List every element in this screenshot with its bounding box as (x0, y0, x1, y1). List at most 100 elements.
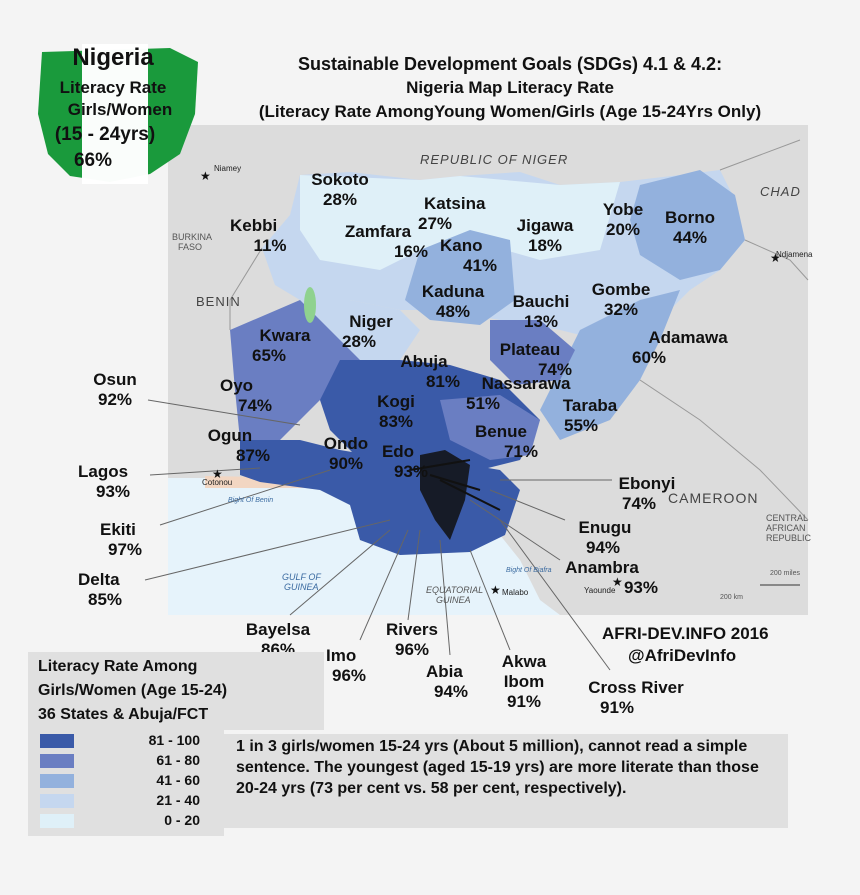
state-enugu: Enugu 94% (578, 518, 632, 557)
svg-text:★: ★ (490, 583, 501, 597)
legend-label: 0 - 20 (164, 812, 200, 828)
label-bight-benin: Bight Of Benin (228, 497, 274, 504)
state-imo: Imo 96% (326, 646, 367, 685)
state-plateau: Plateau 74% (499, 340, 572, 379)
borders (229, 139, 809, 521)
label-gulf2: GUINEA (284, 582, 319, 592)
state-ekiti: Ekiti 97% (100, 520, 143, 559)
city-cotonou: Cotonou (202, 478, 233, 487)
legend-swatch (40, 794, 74, 808)
legend-swatch (40, 774, 74, 788)
svg-text:★: ★ (200, 169, 211, 183)
state-benue: Benue 71% (475, 422, 538, 461)
state-borno: Borno 44% (664, 208, 716, 247)
state-anambra: Anambra 93% (565, 558, 658, 597)
state-katsina: Katsina 27% (418, 194, 486, 233)
region-niger-state (300, 300, 420, 360)
ocean (168, 478, 560, 615)
label-eqg2: GUINEA (436, 595, 471, 605)
state-lagos: Lagos 93% (78, 462, 131, 501)
state-akwa-ibom: Akwa Ibom 91% (501, 652, 547, 711)
legend-items: 81 - 100 61 - 80 41 - 60 21 - 40 0 - 20 (28, 730, 224, 836)
note-text: 1 in 3 girls/women 15-24 yrs (About 5 mi… (224, 734, 788, 828)
state-niger: Niger 28% (342, 312, 393, 351)
state-abia: Abia 94% (426, 662, 469, 701)
state-kogi: Kogi 83% (377, 392, 415, 431)
state-nassarawa: Nassarawa 51% (466, 374, 571, 413)
leader-lines (144, 399, 612, 671)
badge-line1: Literacy Rate (59, 78, 167, 97)
label-faso: FASO (178, 242, 203, 252)
label-gulf1: GULF OF (282, 572, 321, 582)
legend-label: 81 - 100 (148, 732, 200, 748)
state-ondo: Ondo 90% (323, 434, 369, 473)
state-rivers: Rivers 96% (386, 620, 438, 659)
legend-title3: 36 States & Abuja/FCT (38, 706, 209, 723)
state-abuja: Abuja 81% (400, 352, 460, 391)
badge-value: 66% (73, 150, 113, 171)
label-eqg1: EQUATORIAL (426, 585, 484, 595)
region-kano-kaduna (405, 230, 515, 325)
south-east-lines (409, 459, 501, 511)
legend-item: 81 - 100 (40, 732, 220, 750)
south-east-dark-mark (420, 450, 470, 540)
state-cross-river: Cross River 91% (588, 678, 684, 717)
legend-item: 61 - 80 (40, 752, 220, 770)
title-line1: Sustainable Development Goals (SDGs) 4.1… (297, 54, 723, 74)
label-burkina: BURKINA (172, 232, 213, 242)
label-scale1: 200 miles (770, 570, 800, 577)
svg-text:★: ★ (770, 251, 781, 265)
legend-title1: Literacy Rate Among (38, 658, 198, 675)
state-kwara: Kwara 65% (252, 326, 311, 365)
credit-line2: @AfriDevInfo (628, 646, 737, 665)
state-bauchi: Bauchi 13% (512, 292, 570, 331)
legend-label: 61 - 80 (156, 752, 200, 768)
label-niger-country: REPUBLIC OF NIGER (420, 152, 569, 167)
label-car1: CENTRAL (766, 513, 809, 523)
state-taraba: Taraba 55% (562, 396, 618, 435)
label-cameroon: CAMEROON (668, 490, 759, 506)
city-markers: ★ ★ ★ ★ ★ (200, 169, 781, 597)
legend-label: 41 - 60 (156, 772, 200, 788)
state-oyo: Oyo 74% (220, 376, 273, 415)
legend-swatch (40, 734, 74, 748)
legend-swatch (40, 754, 74, 768)
legend-label: 21 - 40 (156, 792, 200, 808)
credit-line1: AFRI-DEV.INFO 2016 (602, 624, 769, 643)
label-benin: BENIN (196, 294, 241, 309)
city-yaounde: Yaounde (584, 586, 616, 595)
label-car3: REPUBLIC (766, 533, 812, 543)
label-scale2: 200 km (720, 594, 743, 601)
label-chad: CHAD (760, 184, 801, 199)
state-yobe: Yobe 20% (602, 200, 644, 239)
state-edo: Edo 93% (381, 442, 428, 481)
badge-line2: Girls/Women (67, 100, 173, 119)
region-borno (630, 170, 745, 280)
region-plateau (490, 320, 575, 385)
state-adamawa: Adamawa 60% (632, 328, 728, 367)
svg-text:★: ★ (212, 467, 223, 481)
label-bight-biafra: Bight Of Biafra (506, 567, 552, 574)
city-ndjamena: Ndjamena (776, 250, 813, 259)
state-delta: Delta 85% (78, 570, 123, 609)
badge-line3: (15 - 24yrs) (54, 124, 156, 145)
legend-item: 0 - 20 (40, 812, 220, 830)
title-line3: (Literacy Rate AmongYoung Women/Girls (A… (258, 102, 762, 121)
nigeria-flag-badge (38, 44, 198, 184)
legend-title-box (28, 652, 324, 730)
badge-country: Nigeria (72, 44, 154, 71)
state-kano: Kano 41% (440, 236, 498, 275)
title-line2: Nigeria Map Literacy Rate (406, 78, 614, 97)
state-zamfara: Zamfara 16% (344, 222, 428, 261)
legend-swatch (40, 814, 74, 828)
state-jigawa: Jigawa 18% (516, 216, 574, 255)
state-osun: Osun 92% (93, 370, 137, 409)
legend-item: 41 - 60 (40, 772, 220, 790)
legend-item: 21 - 40 (40, 792, 220, 810)
city-malabo: Malabo (502, 588, 529, 597)
region-far-north (300, 175, 620, 270)
state-ogun: Ogun 87% (207, 426, 270, 465)
state-gombe: Gombe 32% (591, 280, 651, 319)
